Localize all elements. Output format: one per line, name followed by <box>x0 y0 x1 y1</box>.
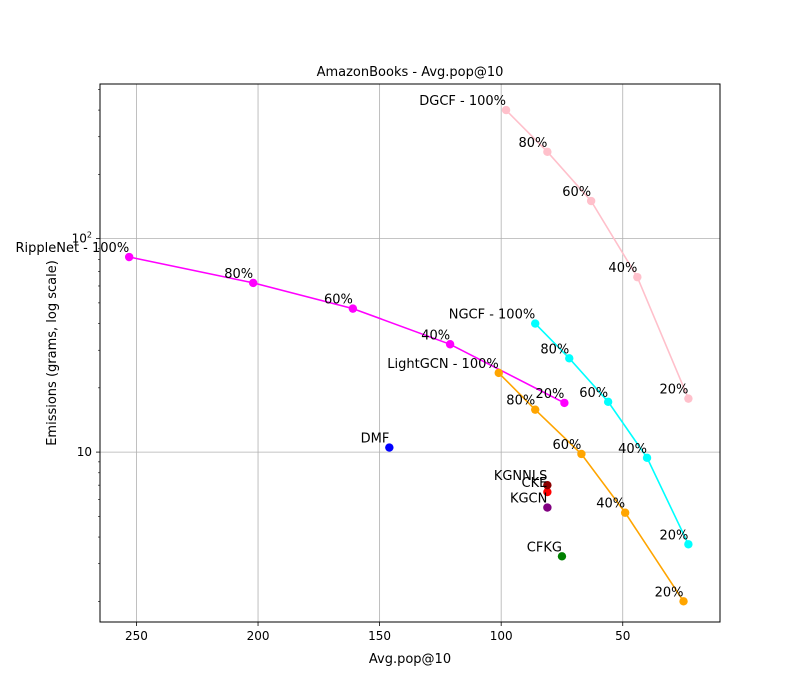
point-label: 80% <box>540 342 569 357</box>
point-label: 40% <box>421 328 450 343</box>
point-label: CKE <box>522 476 548 491</box>
point-label: CFKG <box>527 540 562 555</box>
point-label: 60% <box>324 293 353 308</box>
point-label: 80% <box>518 136 547 151</box>
point-label: 40% <box>618 442 647 457</box>
point-label: 60% <box>553 438 582 453</box>
point-label: 80% <box>224 267 253 282</box>
x-tick-label: 50 <box>615 629 630 643</box>
point-label: 60% <box>579 386 608 401</box>
data-point <box>633 272 642 282</box>
x-tick-label: 200 <box>247 629 270 643</box>
data-point <box>494 368 503 378</box>
x-tick-label: 100 <box>490 629 513 643</box>
data-point <box>586 196 596 206</box>
point-label: LightGCN - 100% <box>387 357 498 372</box>
x-tick-label: 150 <box>368 629 391 643</box>
y-tick-label: 10 <box>77 445 92 459</box>
x-tick-label: 250 <box>125 629 148 643</box>
data-point <box>445 340 455 349</box>
data-point <box>684 394 693 403</box>
y-axis: 10 102 <box>72 89 100 602</box>
data-point <box>620 508 630 517</box>
data-point <box>543 503 552 512</box>
point-label: 20% <box>655 585 684 600</box>
chart-title: AmazonBooks - Avg.pop@10 <box>317 65 504 80</box>
data-point <box>543 480 552 490</box>
data-point <box>642 453 652 463</box>
data-point <box>385 443 394 452</box>
point-label: DMF <box>361 432 390 447</box>
data-point <box>348 304 358 313</box>
point-label: RippleNet - 100% <box>15 241 129 256</box>
data-points <box>124 105 693 606</box>
data-point <box>124 252 134 262</box>
x-axis-label: Avg.pop@10 <box>369 652 451 667</box>
point-label: KGCN <box>510 492 547 507</box>
data-point <box>565 354 574 363</box>
data-point <box>603 397 613 407</box>
data-point <box>543 487 552 497</box>
data-point <box>531 405 540 414</box>
point-label: KGNNLS <box>494 469 548 484</box>
data-point <box>679 597 688 606</box>
y-tick-label: 102 <box>72 231 92 246</box>
point-label: 20% <box>659 383 688 398</box>
point-label: 60% <box>562 185 591 200</box>
point-label: NGCF - 100% <box>449 308 535 323</box>
data-point <box>577 449 586 459</box>
point-label: 20% <box>535 387 564 402</box>
data-point <box>560 398 569 408</box>
data-point <box>531 319 540 328</box>
point-labels: RippleNet - 100% 80% 60% 40% 20% DGCF - 100% 8… <box>15 94 688 600</box>
y-axis-label: Emissions (grams, log scale) <box>45 260 60 446</box>
plot-frame <box>99 83 721 623</box>
x-axis: 250 200 150 100 50 <box>125 622 630 643</box>
data-point <box>557 552 567 561</box>
point-label: DGCF - 100% <box>419 94 506 109</box>
data-point <box>543 147 552 157</box>
point-label: 40% <box>596 497 625 512</box>
point-label: 20% <box>659 528 688 543</box>
data-point <box>501 105 511 115</box>
data-point <box>684 540 693 549</box>
point-label: 80% <box>506 394 535 409</box>
data-point <box>248 278 258 288</box>
point-label: 40% <box>608 261 637 276</box>
grid <box>100 84 720 622</box>
